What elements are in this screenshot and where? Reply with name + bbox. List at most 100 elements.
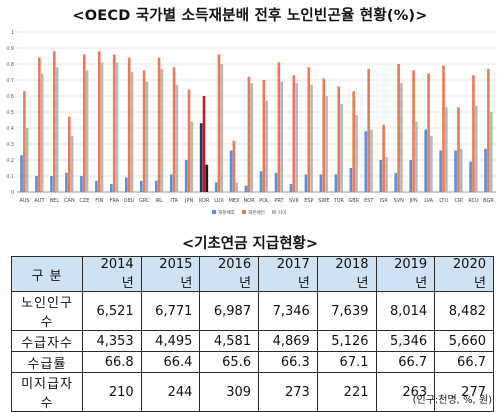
bar — [474, 105, 478, 192]
x-tick-label: GRC — [139, 198, 150, 204]
table-cell: 5,660 — [434, 330, 494, 352]
table-cell: 6,771 — [140, 291, 201, 331]
bar — [229, 150, 233, 192]
bar — [379, 160, 383, 192]
bar — [130, 72, 134, 192]
bar — [220, 64, 224, 192]
bar — [307, 67, 311, 192]
bar — [370, 129, 373, 192]
bar — [289, 184, 293, 192]
bar — [412, 70, 415, 192]
y-tick-label: 0.8 — [6, 62, 14, 68]
bar — [23, 91, 26, 192]
table-cell: 6,521 — [81, 291, 142, 331]
bar — [292, 75, 296, 192]
bar — [445, 107, 448, 192]
bar — [310, 84, 313, 192]
year-header: 2017년 — [258, 256, 318, 292]
y-tick-label: 1 — [11, 30, 14, 36]
table-cell: 66.7 — [434, 351, 494, 373]
table-cell: 5,346 — [375, 330, 436, 352]
x-tick-label: BEL — [50, 198, 60, 204]
year-header: 2020년 — [434, 256, 494, 292]
table-cell: 8,014 — [375, 291, 436, 331]
bar — [439, 150, 442, 192]
row-label: 노인인구수 — [11, 291, 83, 331]
bar — [97, 51, 101, 193]
x-tick-label: BGR — [483, 198, 494, 204]
bar — [382, 124, 385, 192]
bar — [484, 148, 487, 192]
bar — [169, 174, 173, 192]
table-header-row: 구 분 2014년 2015년 2016년 2017년 2018년 2019년 … — [11, 256, 494, 292]
x-tick-label: DEU — [124, 198, 135, 204]
table-cell: 273 — [258, 372, 318, 412]
bar — [385, 156, 388, 192]
bar — [367, 68, 370, 192]
x-tick-label: JPN — [409, 198, 418, 204]
bar — [427, 73, 430, 192]
bar — [82, 54, 86, 193]
y-tick-label: 0.9 — [6, 46, 14, 52]
bar — [190, 121, 194, 192]
year-header: 2018년 — [316, 256, 377, 292]
bar — [489, 112, 493, 192]
bar — [277, 62, 281, 193]
bar — [487, 68, 490, 192]
row-label: 수급자수 — [11, 330, 83, 352]
bar — [214, 182, 218, 192]
bar — [187, 89, 191, 192]
table-cell: 4,581 — [199, 330, 260, 352]
x-tick-label: MEX — [229, 198, 240, 204]
x-tick-label: JPN — [184, 198, 193, 204]
bar — [430, 136, 433, 192]
x-tick-label: LVA — [424, 198, 433, 204]
bar — [415, 121, 418, 192]
table-cell: 66.8 — [81, 351, 142, 373]
x-tick-label: EST — [364, 198, 374, 204]
bar — [397, 64, 400, 192]
bar — [202, 96, 206, 192]
bar — [460, 148, 463, 192]
bar — [304, 174, 308, 192]
bar — [80, 176, 83, 192]
x-tick-label: FRA — [110, 198, 120, 204]
poverty-chart: 0 0.1 0.2 0.3 0.4 0.5 0.6 0.7 0.8 0.9 1 AUS AUT BEL CA… — [0, 26, 500, 224]
bar — [355, 115, 358, 192]
bar — [20, 155, 23, 192]
bar — [67, 116, 71, 192]
year-header: 2014년 — [81, 256, 142, 292]
basic-pension-table: 구 분 2014년 2015년 2016년 2017년 2018년 2019년 … — [11, 256, 494, 412]
bar — [38, 57, 41, 192]
bar — [364, 131, 368, 192]
x-tick-label: IRL — [155, 198, 163, 204]
legend-swatch — [242, 210, 246, 214]
y-tick-label: 0 — [11, 190, 14, 196]
bar — [247, 76, 251, 192]
bar — [340, 104, 343, 192]
legend-swatch — [272, 210, 276, 214]
x-tick-label: ISR — [380, 198, 389, 204]
table-cell: 65.6 — [199, 351, 260, 373]
bar — [125, 177, 128, 192]
row-label: 미지급자수 — [11, 372, 83, 412]
legend-label: 차이 — [278, 209, 286, 216]
table-cell: 277 — [434, 372, 494, 412]
bar — [409, 160, 413, 192]
table-corner-header: 구 분 — [11, 256, 83, 292]
bar — [205, 164, 209, 192]
bar — [250, 83, 254, 192]
bar — [295, 83, 298, 192]
bar — [157, 57, 161, 192]
table-cell: 210 — [81, 372, 142, 412]
bar — [352, 91, 355, 192]
bar — [70, 136, 74, 192]
table-cell: 67.1 — [316, 351, 377, 373]
x-tick-label: TUR — [333, 198, 345, 204]
bar — [154, 180, 158, 192]
x-tick-label: AUT — [34, 198, 45, 204]
x-tick-label: SVK — [289, 198, 300, 204]
bar — [50, 176, 53, 192]
table-cell: 7,639 — [316, 291, 377, 331]
bar — [265, 100, 269, 192]
